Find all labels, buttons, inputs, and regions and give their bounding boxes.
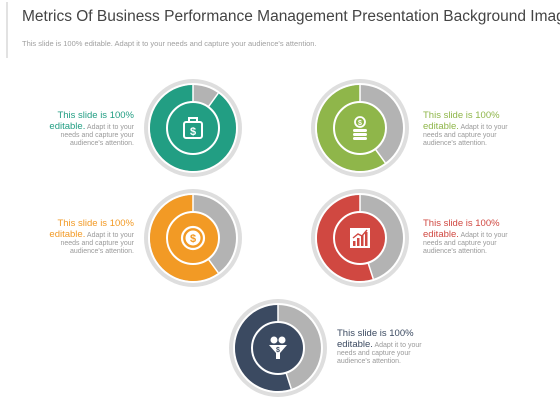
caption-line: audience's attention. — [70, 140, 134, 147]
page-subtitle: This slide is 100% editable. Adapt it to… — [22, 39, 317, 48]
donut-center-disc — [333, 101, 387, 155]
caption-line: editable. Adapt it to your — [423, 121, 508, 132]
page-title: Metrics Of Business Performance Manageme… — [22, 8, 560, 25]
donut-chart-orange — [144, 189, 242, 287]
svg-text:$: $ — [358, 120, 362, 127]
coin-stack-icon: $ — [346, 114, 374, 142]
caption-line: editable. Adapt it to your — [49, 121, 134, 132]
caption-heading: This slide is 100% — [57, 110, 134, 121]
svg-text:$: $ — [276, 347, 280, 354]
caption-navy: This slide is 100% editable. Adapt it to… — [337, 328, 457, 366]
dollar-coin-icon: $ — [179, 224, 207, 252]
metric-donut-teal: $ — [143, 78, 243, 178]
caption-line: needs and capture your — [60, 240, 134, 247]
caption-line: needs and capture your — [337, 350, 411, 357]
caption-line: needs and capture your — [60, 132, 134, 139]
caption-line: editable. Adapt it to your — [49, 229, 134, 240]
caption-red: This slide is 100% editable. Adapt it to… — [423, 218, 543, 256]
donut-center-disc — [166, 101, 220, 155]
growth-chart-icon — [346, 224, 374, 252]
caption-orange: This slide is 100% editable. Adapt it to… — [22, 218, 134, 256]
header-accent-rule — [6, 2, 8, 58]
donut-chart-teal — [144, 79, 242, 177]
caption-line: audience's attention. — [337, 358, 401, 365]
caption-line: needs and capture your — [423, 240, 497, 247]
caption-line: editable. Adapt it to your — [423, 229, 508, 240]
donut-chart-green — [311, 79, 409, 177]
caption-teal: This slide is 100% editable. Adapt it to… — [22, 110, 134, 148]
caption-line: audience's attention. — [423, 248, 487, 255]
caption-line: editable. Adapt it to your — [337, 339, 422, 350]
caption-line: needs and capture your — [423, 132, 497, 139]
caption-heading: This slide is 100% — [423, 110, 500, 121]
caption-heading: This slide is 100% — [337, 328, 414, 339]
metric-donut-green: $ — [310, 78, 410, 178]
caption-line: audience's attention. — [70, 248, 134, 255]
caption-line: audience's attention. — [423, 140, 487, 147]
caption-heading: This slide is 100% — [57, 218, 134, 229]
metric-donut-orange: $ — [143, 188, 243, 288]
money-bag-icon: $ — [179, 114, 207, 142]
svg-text:$: $ — [190, 233, 196, 245]
metric-donut-red — [310, 188, 410, 288]
caption-green: This slide is 100% editable. Adapt it to… — [423, 110, 543, 148]
svg-text:$: $ — [190, 126, 196, 138]
money-funnel-icon: $ — [264, 334, 292, 362]
metric-donut-navy: $ — [228, 298, 328, 398]
caption-heading: This slide is 100% — [423, 218, 500, 229]
